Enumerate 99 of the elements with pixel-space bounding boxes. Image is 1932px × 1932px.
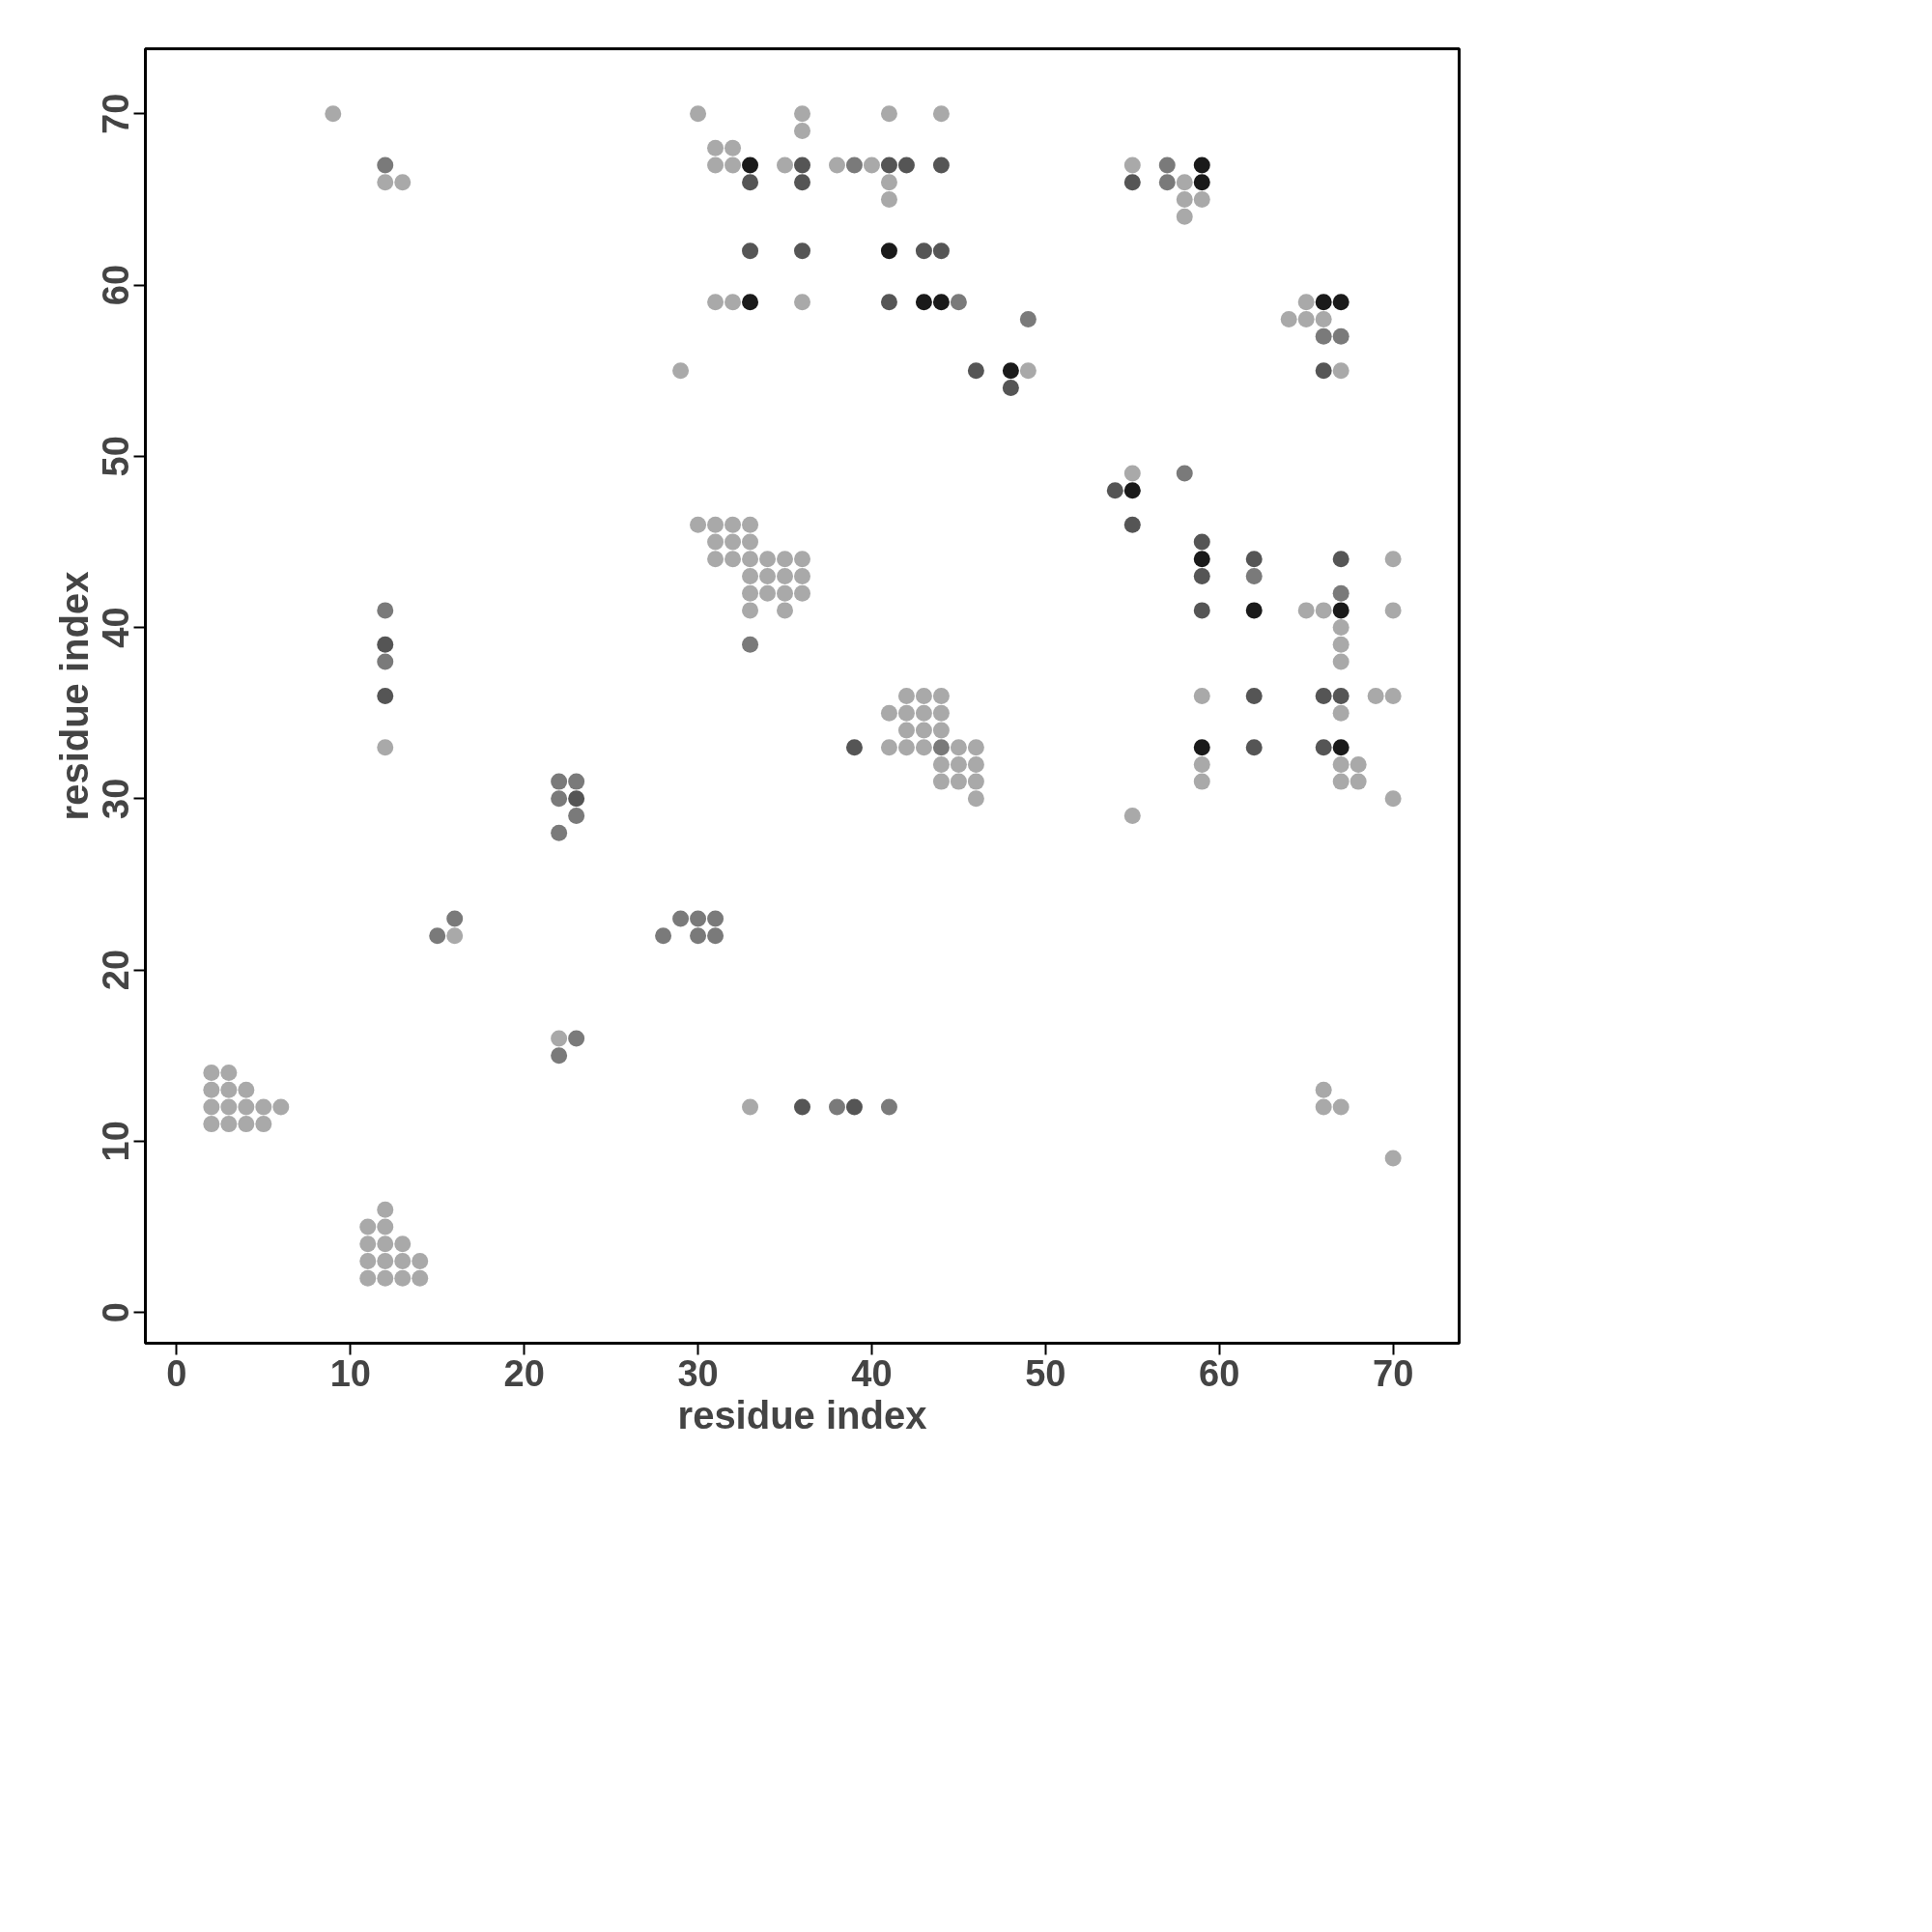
point: [1315, 327, 1332, 345]
y-tick-label: 20: [96, 949, 137, 991]
point: [690, 910, 707, 927]
point: [1315, 739, 1332, 756]
point: [880, 242, 897, 260]
y-tick-label: 50: [96, 436, 137, 477]
point: [967, 362, 984, 380]
point: [845, 739, 863, 756]
point: [932, 156, 950, 174]
point: [568, 773, 585, 790]
point: [377, 653, 394, 670]
point: [1193, 156, 1210, 174]
point: [1193, 739, 1210, 756]
point: [897, 156, 915, 174]
point: [828, 1098, 845, 1116]
point: [950, 294, 967, 311]
point: [1002, 362, 1019, 380]
point: [655, 927, 672, 945]
point: [1245, 739, 1263, 756]
point: [446, 910, 464, 927]
point: [1193, 174, 1210, 191]
point: [377, 688, 394, 704]
point: [377, 636, 394, 653]
point: [1315, 294, 1332, 311]
point: [377, 156, 394, 174]
point: [568, 790, 585, 808]
point: [1019, 311, 1037, 328]
point: [742, 156, 759, 174]
point: [1106, 482, 1123, 499]
point: [1332, 327, 1350, 345]
point: [1123, 516, 1141, 533]
point: [880, 156, 897, 174]
point: [794, 174, 810, 191]
y-tick-label: 10: [96, 1121, 137, 1162]
point: [568, 1030, 585, 1047]
point: [932, 294, 950, 311]
point: [1193, 602, 1210, 619]
point: [1123, 174, 1141, 191]
point: [551, 773, 568, 790]
x-tick-label: 40: [851, 1352, 893, 1394]
point: [742, 636, 759, 653]
point: [1123, 482, 1141, 499]
y-tick-label: 30: [96, 778, 137, 819]
point: [1315, 688, 1332, 704]
point: [932, 242, 950, 260]
point: [1158, 156, 1176, 174]
y-tick-label: 40: [96, 607, 137, 648]
point: [1245, 602, 1263, 619]
point: [794, 242, 810, 260]
point: [1158, 174, 1176, 191]
x-tick-label: 0: [166, 1352, 187, 1394]
point: [551, 790, 568, 808]
x-tick-label: 60: [1199, 1352, 1240, 1394]
point: [1245, 551, 1263, 568]
point: [1315, 362, 1332, 380]
y-tick-label: 60: [96, 264, 137, 306]
point: [794, 156, 810, 174]
point: [915, 242, 932, 260]
point: [845, 156, 863, 174]
x-tick-label: 50: [1025, 1352, 1066, 1394]
x-tick-label: 10: [329, 1352, 371, 1394]
point: [707, 927, 724, 945]
point: [932, 739, 950, 756]
x-axis-title: residue index: [677, 1393, 927, 1436]
point: [1193, 533, 1210, 551]
x-tick-label: 70: [1373, 1352, 1414, 1394]
point: [794, 1098, 810, 1116]
point: [1193, 567, 1210, 584]
y-axis-title: residue index: [52, 571, 96, 821]
point: [742, 174, 759, 191]
point: [1176, 465, 1193, 482]
point: [1332, 294, 1350, 311]
point: [742, 242, 759, 260]
point: [915, 294, 932, 311]
point: [551, 824, 568, 841]
point: [568, 808, 585, 825]
point: [1332, 602, 1350, 619]
point: [845, 1098, 863, 1116]
point: [742, 294, 759, 311]
point: [1332, 739, 1350, 756]
y-tick-label: 0: [96, 1302, 137, 1323]
x-tick-label: 20: [503, 1352, 545, 1394]
point: [672, 910, 690, 927]
point: [1332, 688, 1350, 704]
point: [707, 910, 724, 927]
point: [1332, 584, 1350, 602]
point: [1002, 379, 1019, 396]
y-tick-label: 70: [96, 93, 137, 134]
point: [1193, 551, 1210, 568]
point: [690, 927, 707, 945]
point: [1332, 551, 1350, 568]
point: [1245, 688, 1263, 704]
point: [880, 294, 897, 311]
point: [1245, 567, 1263, 584]
point: [551, 1047, 568, 1065]
x-tick-label: 30: [677, 1352, 719, 1394]
point: [429, 927, 446, 945]
point: [377, 602, 394, 619]
point: [880, 1098, 897, 1116]
